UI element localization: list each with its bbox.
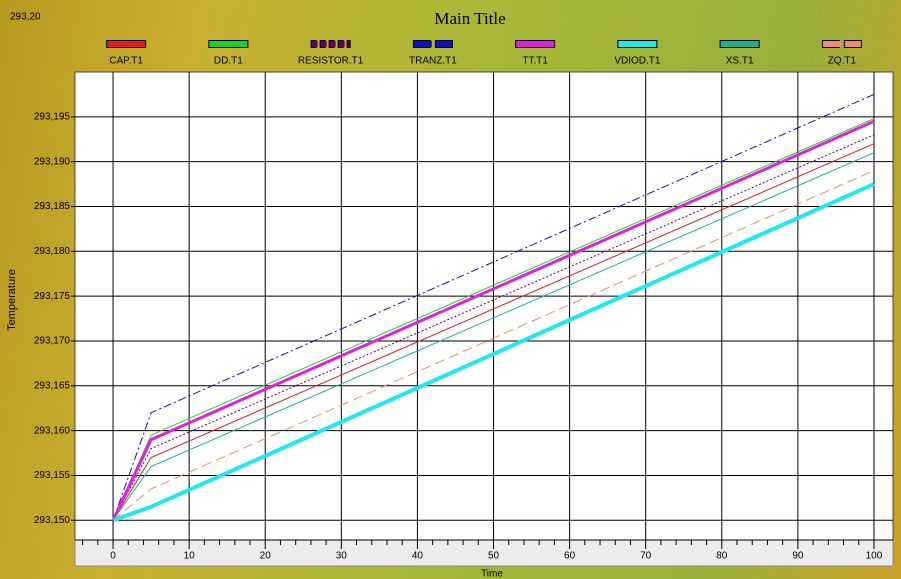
legend-label: DD.T1 (214, 56, 243, 67)
legend-label: XS.T1 (726, 56, 754, 67)
y-axis-label: Temperature (6, 269, 18, 331)
series-line (112, 152, 875, 521)
y-tick-label: 293,155 (34, 470, 71, 481)
chart-title: Main Title (434, 9, 505, 28)
x-tick-label: 100 (866, 551, 883, 562)
legend-label: TRANZ.T1 (409, 56, 457, 67)
y-tick-label: 293,165 (34, 380, 71, 391)
legend-label: CAP.T1 (109, 56, 143, 67)
x-tick-label: 50 (488, 551, 500, 562)
y-tick-label: 293,170 (34, 336, 71, 347)
legend-label: TT.T1 (522, 56, 548, 67)
legend-label: ZQ.T1 (828, 56, 857, 67)
y-tick-label: 293,195 (34, 111, 71, 122)
x-tick-label: 10 (184, 551, 196, 562)
x-tick-label: 0 (110, 551, 116, 562)
x-tick-label: 20 (260, 551, 272, 562)
y-tick-label: 293,185 (34, 201, 71, 212)
x-tick-label: 30 (336, 551, 348, 562)
x-tick-label: 70 (640, 551, 652, 562)
x-axis-label: Time (481, 569, 503, 579)
legend-label: RESISTOR.T1 (298, 56, 364, 67)
y-tick-label: 293,175 (34, 291, 71, 302)
plot-area (74, 71, 894, 541)
y-tick-label: 293,160 (34, 425, 71, 436)
series-line (112, 134, 875, 521)
x-axis-band (74, 539, 894, 567)
y-tick-label: 293,190 (34, 156, 71, 167)
series-line (112, 93, 875, 521)
x-tick-label: 80 (716, 551, 728, 562)
x-tick-label: 60 (564, 551, 576, 562)
series-line (112, 170, 875, 521)
y-tick-label: 293,150 (34, 515, 71, 526)
series-line (112, 143, 875, 521)
series-line (111, 119, 875, 521)
y-tick-label: 293,180 (34, 246, 71, 257)
series-line (112, 182, 875, 523)
y-tick-label: 293,20 (10, 12, 41, 23)
x-tick-label: 40 (412, 551, 424, 562)
legend-label: VDIOD.T1 (614, 56, 661, 67)
x-tick-label: 90 (792, 551, 804, 562)
